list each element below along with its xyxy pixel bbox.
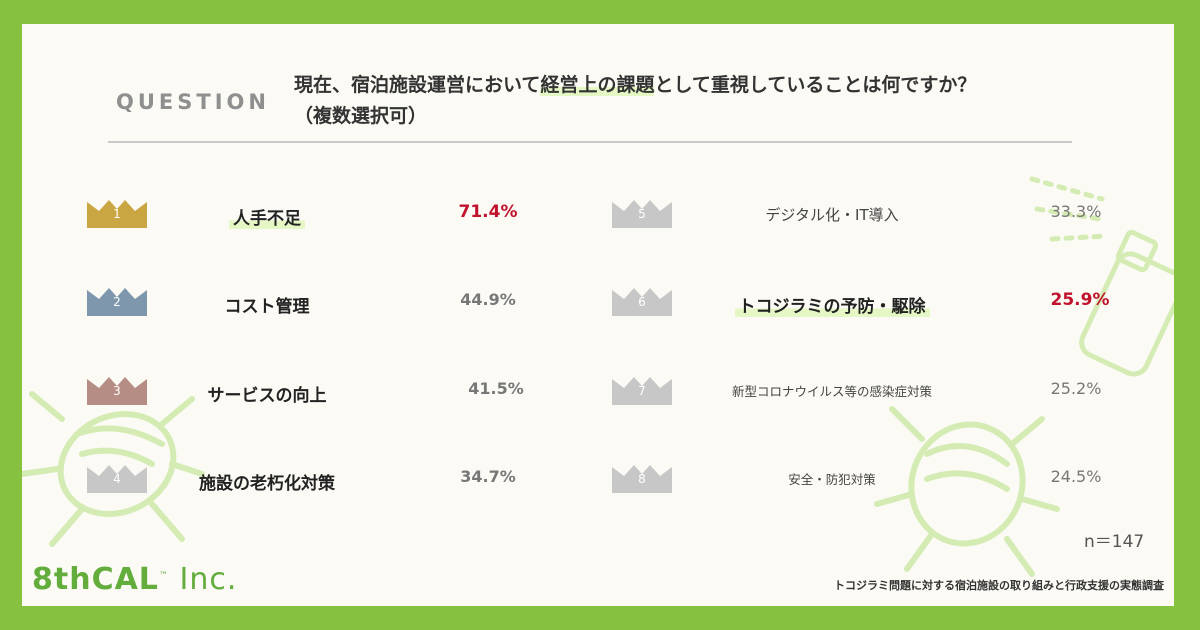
item-value-7: 25.2% xyxy=(1050,379,1102,398)
item-label-5: デジタル化・IT導入 xyxy=(717,204,947,225)
rank-number: 5 xyxy=(638,207,646,221)
rank-number: 6 xyxy=(638,295,646,309)
item-label-text: 安全・防犯対策 xyxy=(788,472,876,487)
item-value-6: 25.9% xyxy=(1050,290,1110,310)
bedbug-illustration xyxy=(22,176,1174,577)
spray-can-illustration xyxy=(1029,176,1174,377)
rank-number: 8 xyxy=(638,472,646,486)
item-label-7: 新型コロナウイルス等の感染症対策 xyxy=(717,381,947,400)
item-label-3: サービスの向上 xyxy=(152,381,382,406)
survey-title: トコジラミ問題に対する宿泊施設の取り組みと行政支援の実態調査 xyxy=(834,579,1164,592)
question-label: QUESTION xyxy=(116,90,270,114)
item-value-5: 33.3% xyxy=(1050,202,1102,221)
question-text-part1: 現在、宿泊施設運営において xyxy=(294,74,541,96)
question-text-part2: として重視していることは何ですか？ xyxy=(654,74,977,96)
company-logo: 8thCAL™ Inc. xyxy=(32,562,237,597)
question-highlight: 経営上の課題 xyxy=(540,74,655,96)
item-value-3: 41.5% xyxy=(468,379,524,398)
logo-suffix: Inc. xyxy=(179,562,238,597)
logo-tm: ™ xyxy=(158,571,169,581)
item-label-text: サービスの向上 xyxy=(207,386,327,406)
rank-crown-7: 7 xyxy=(612,375,672,405)
item-value-2: 44.9% xyxy=(460,290,516,309)
rank-crown-8: 8 xyxy=(612,463,672,493)
rank-number: 4 xyxy=(113,472,121,486)
question-subtext: （複数選択可） xyxy=(294,105,428,127)
rank-crown-2: 2 xyxy=(87,286,147,316)
item-label-text: デジタル化・IT導入 xyxy=(765,206,899,224)
item-label-6: トコジラミの予防・駆除 xyxy=(717,292,947,317)
item-label-4: 施設の老朽化対策 xyxy=(152,469,382,494)
sample-size: n＝147 xyxy=(1084,532,1145,552)
divider xyxy=(108,141,1072,143)
question-text: 現在、宿泊施設運営において経営上の課題として重視していることは何ですか？ （複数… xyxy=(294,70,1114,132)
rank-crown-4: 4 xyxy=(87,463,147,493)
rank-number: 2 xyxy=(113,295,121,309)
item-label-text: 新型コロナウイルス等の感染症対策 xyxy=(731,384,932,399)
rank-number: 3 xyxy=(113,384,121,398)
rank-crown-1: 1 xyxy=(87,198,147,228)
rank-crown-3: 3 xyxy=(87,375,147,405)
rank-number: 7 xyxy=(638,384,646,398)
item-label-2: コスト管理 xyxy=(152,292,382,317)
item-label-text: コスト管理 xyxy=(224,297,310,317)
rank-crown-6: 6 xyxy=(612,286,672,316)
item-value-1: 71.4% xyxy=(458,202,518,222)
item-label-1: 人手不足 xyxy=(152,204,382,229)
item-label-8: 安全・防犯対策 xyxy=(717,469,947,488)
item-label-text: トコジラミの予防・駆除 xyxy=(734,297,930,317)
item-label-text: 人手不足 xyxy=(229,209,305,229)
logo-main: 8thCAL xyxy=(32,562,159,597)
survey-card: QUESTION 現在、宿泊施設運営において経営上の課題として重視していることは… xyxy=(22,24,1174,606)
item-value-8: 24.5% xyxy=(1050,467,1102,486)
item-label-text: 施設の老朽化対策 xyxy=(199,474,335,494)
rank-crown-5: 5 xyxy=(612,198,672,228)
rank-number: 1 xyxy=(113,207,121,221)
item-value-4: 34.7% xyxy=(460,467,516,486)
